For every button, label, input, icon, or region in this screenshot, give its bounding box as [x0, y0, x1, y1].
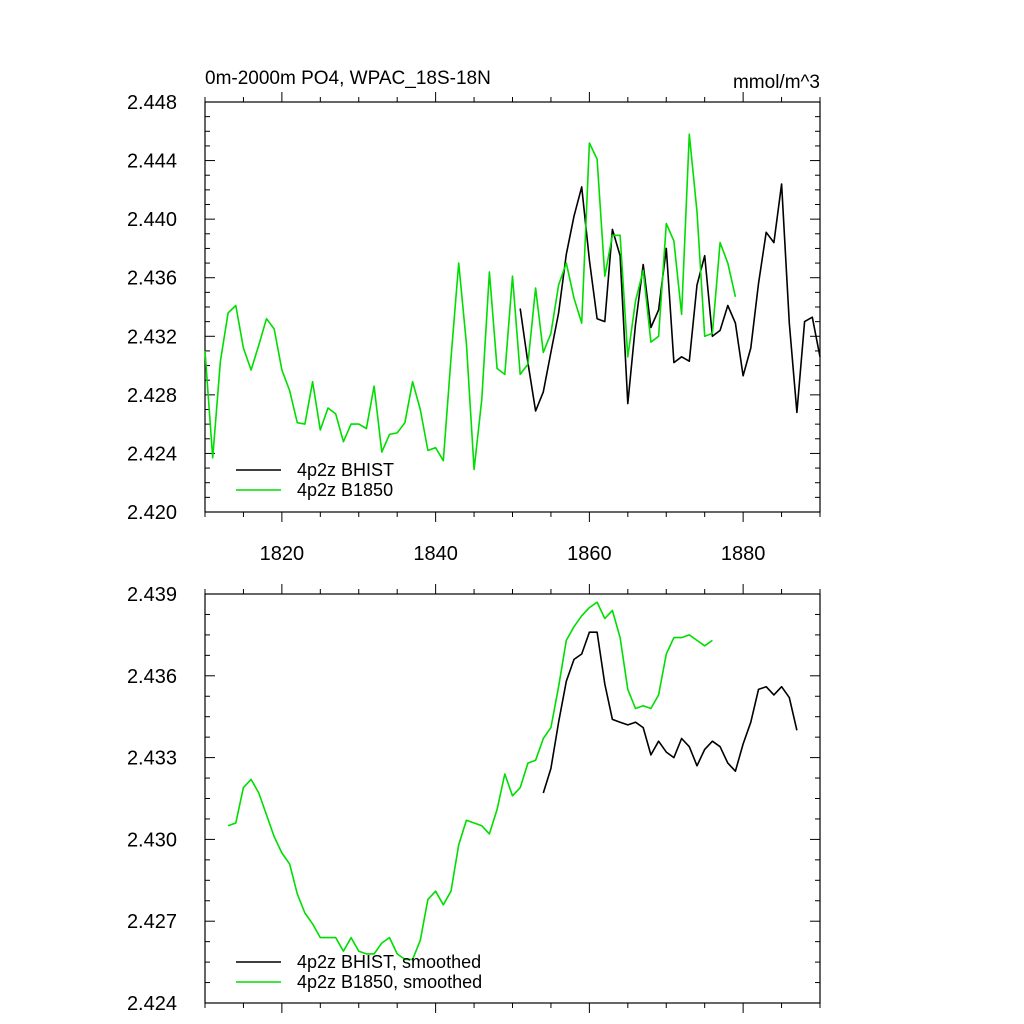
top-y-tick-label: 2.432 — [127, 326, 177, 348]
top-legend-label: 4p2z B1850 — [297, 480, 393, 500]
top-y-tick-label: 2.420 — [127, 502, 177, 524]
top-x-tick-label: 1880 — [721, 543, 766, 565]
bottom-panel: 2.424 2.427 2.430 2.433 2.436 2.439 4p2z BHIS… — [127, 584, 821, 1015]
top-y-tick-label: 2.444 — [127, 151, 177, 173]
top-x-tick-label: 1840 — [413, 543, 458, 565]
top-y-tick-label: 2.424 — [127, 443, 177, 465]
bottom-legend-label: 4p2z B1850, smoothed — [297, 972, 482, 992]
bottom-y-tick-label: 2.427 — [127, 911, 177, 933]
top-x-tick-label: 1820 — [260, 543, 305, 565]
bottom-legend-label: 4p2z BHIST, smoothed — [297, 952, 481, 972]
top-legend-label: 4p2z BHIST — [297, 460, 394, 480]
top-y-tick-label: 2.428 — [127, 385, 177, 407]
bottom-plot-area: 2.424 2.427 2.430 2.433 2.436 2.439 — [127, 584, 821, 1015]
bottom-y-tick-label: 2.436 — [127, 666, 177, 688]
top-series-line-bhist — [519, 183, 821, 414]
bottom-series-line-bhist — [542, 631, 798, 794]
top-y-tick-label: 2.436 — [127, 268, 177, 290]
top-y-tick-label: 2.440 — [127, 209, 177, 231]
top-panel: 0m-2000m PO4, WPAC_18S-18N mmol/m^3 2.42… — [127, 68, 821, 565]
bottom-y-tick-label: 2.439 — [127, 584, 177, 606]
top-chart-title: 0m-2000m PO4, WPAC_18S-18N — [205, 68, 491, 89]
bottom-y-tick-label: 2.430 — [127, 829, 177, 851]
top-series-line-b1850 — [204, 133, 737, 471]
bottom-y-tick-label: 2.433 — [127, 748, 177, 770]
top-plot-area: 2.420 2.424 2.428 2.432 2.436 2.440 2.444 2.448… — [127, 92, 821, 565]
bottom-plot-frame — [204, 593, 821, 1004]
top-x-tick-label: 1860 — [567, 543, 612, 565]
top-chart-units: mmol/m^3 — [733, 72, 820, 93]
top-y-tick-label: 2.448 — [127, 92, 177, 114]
bottom-series-line-b1850 — [227, 601, 713, 961]
bottom-y-tick-label: 2.424 — [127, 993, 177, 1015]
